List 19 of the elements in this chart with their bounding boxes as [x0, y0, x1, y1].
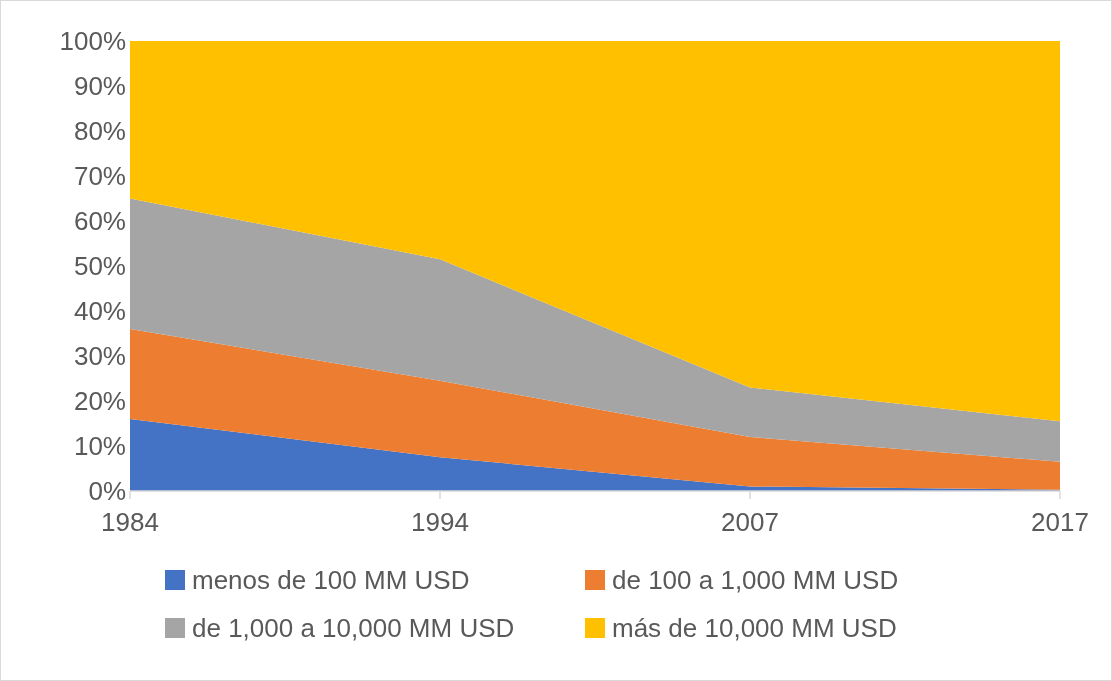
- x-tick-label: 1994: [411, 507, 469, 537]
- y-tick-label: 0%: [88, 476, 126, 507]
- legend-label: de 1,000 a 10,000 MM USD: [192, 613, 515, 644]
- x-tick-label: 2007: [721, 507, 779, 537]
- y-tick-label: 10%: [73, 431, 126, 462]
- y-tick-label: 100%: [59, 26, 126, 57]
- y-tick-label: 90%: [73, 71, 126, 102]
- y-tick-label: 70%: [73, 161, 126, 192]
- y-tick-label: 50%: [73, 251, 126, 282]
- legend-label: menos de 100 MM USD: [192, 565, 470, 596]
- y-tick-label: 40%: [73, 296, 126, 327]
- x-tick-label: 1984: [101, 507, 159, 537]
- x-tick-label: 2017: [1031, 507, 1089, 537]
- y-tick-label: 20%: [73, 386, 126, 417]
- legend-label: más de 10,000 MM USD: [612, 613, 897, 644]
- legend-label: de 100 a 1,000 MM USD: [612, 565, 899, 596]
- y-tick-label: 30%: [73, 341, 126, 372]
- y-tick-label: 60%: [73, 206, 126, 237]
- y-tick-label: 80%: [73, 116, 126, 147]
